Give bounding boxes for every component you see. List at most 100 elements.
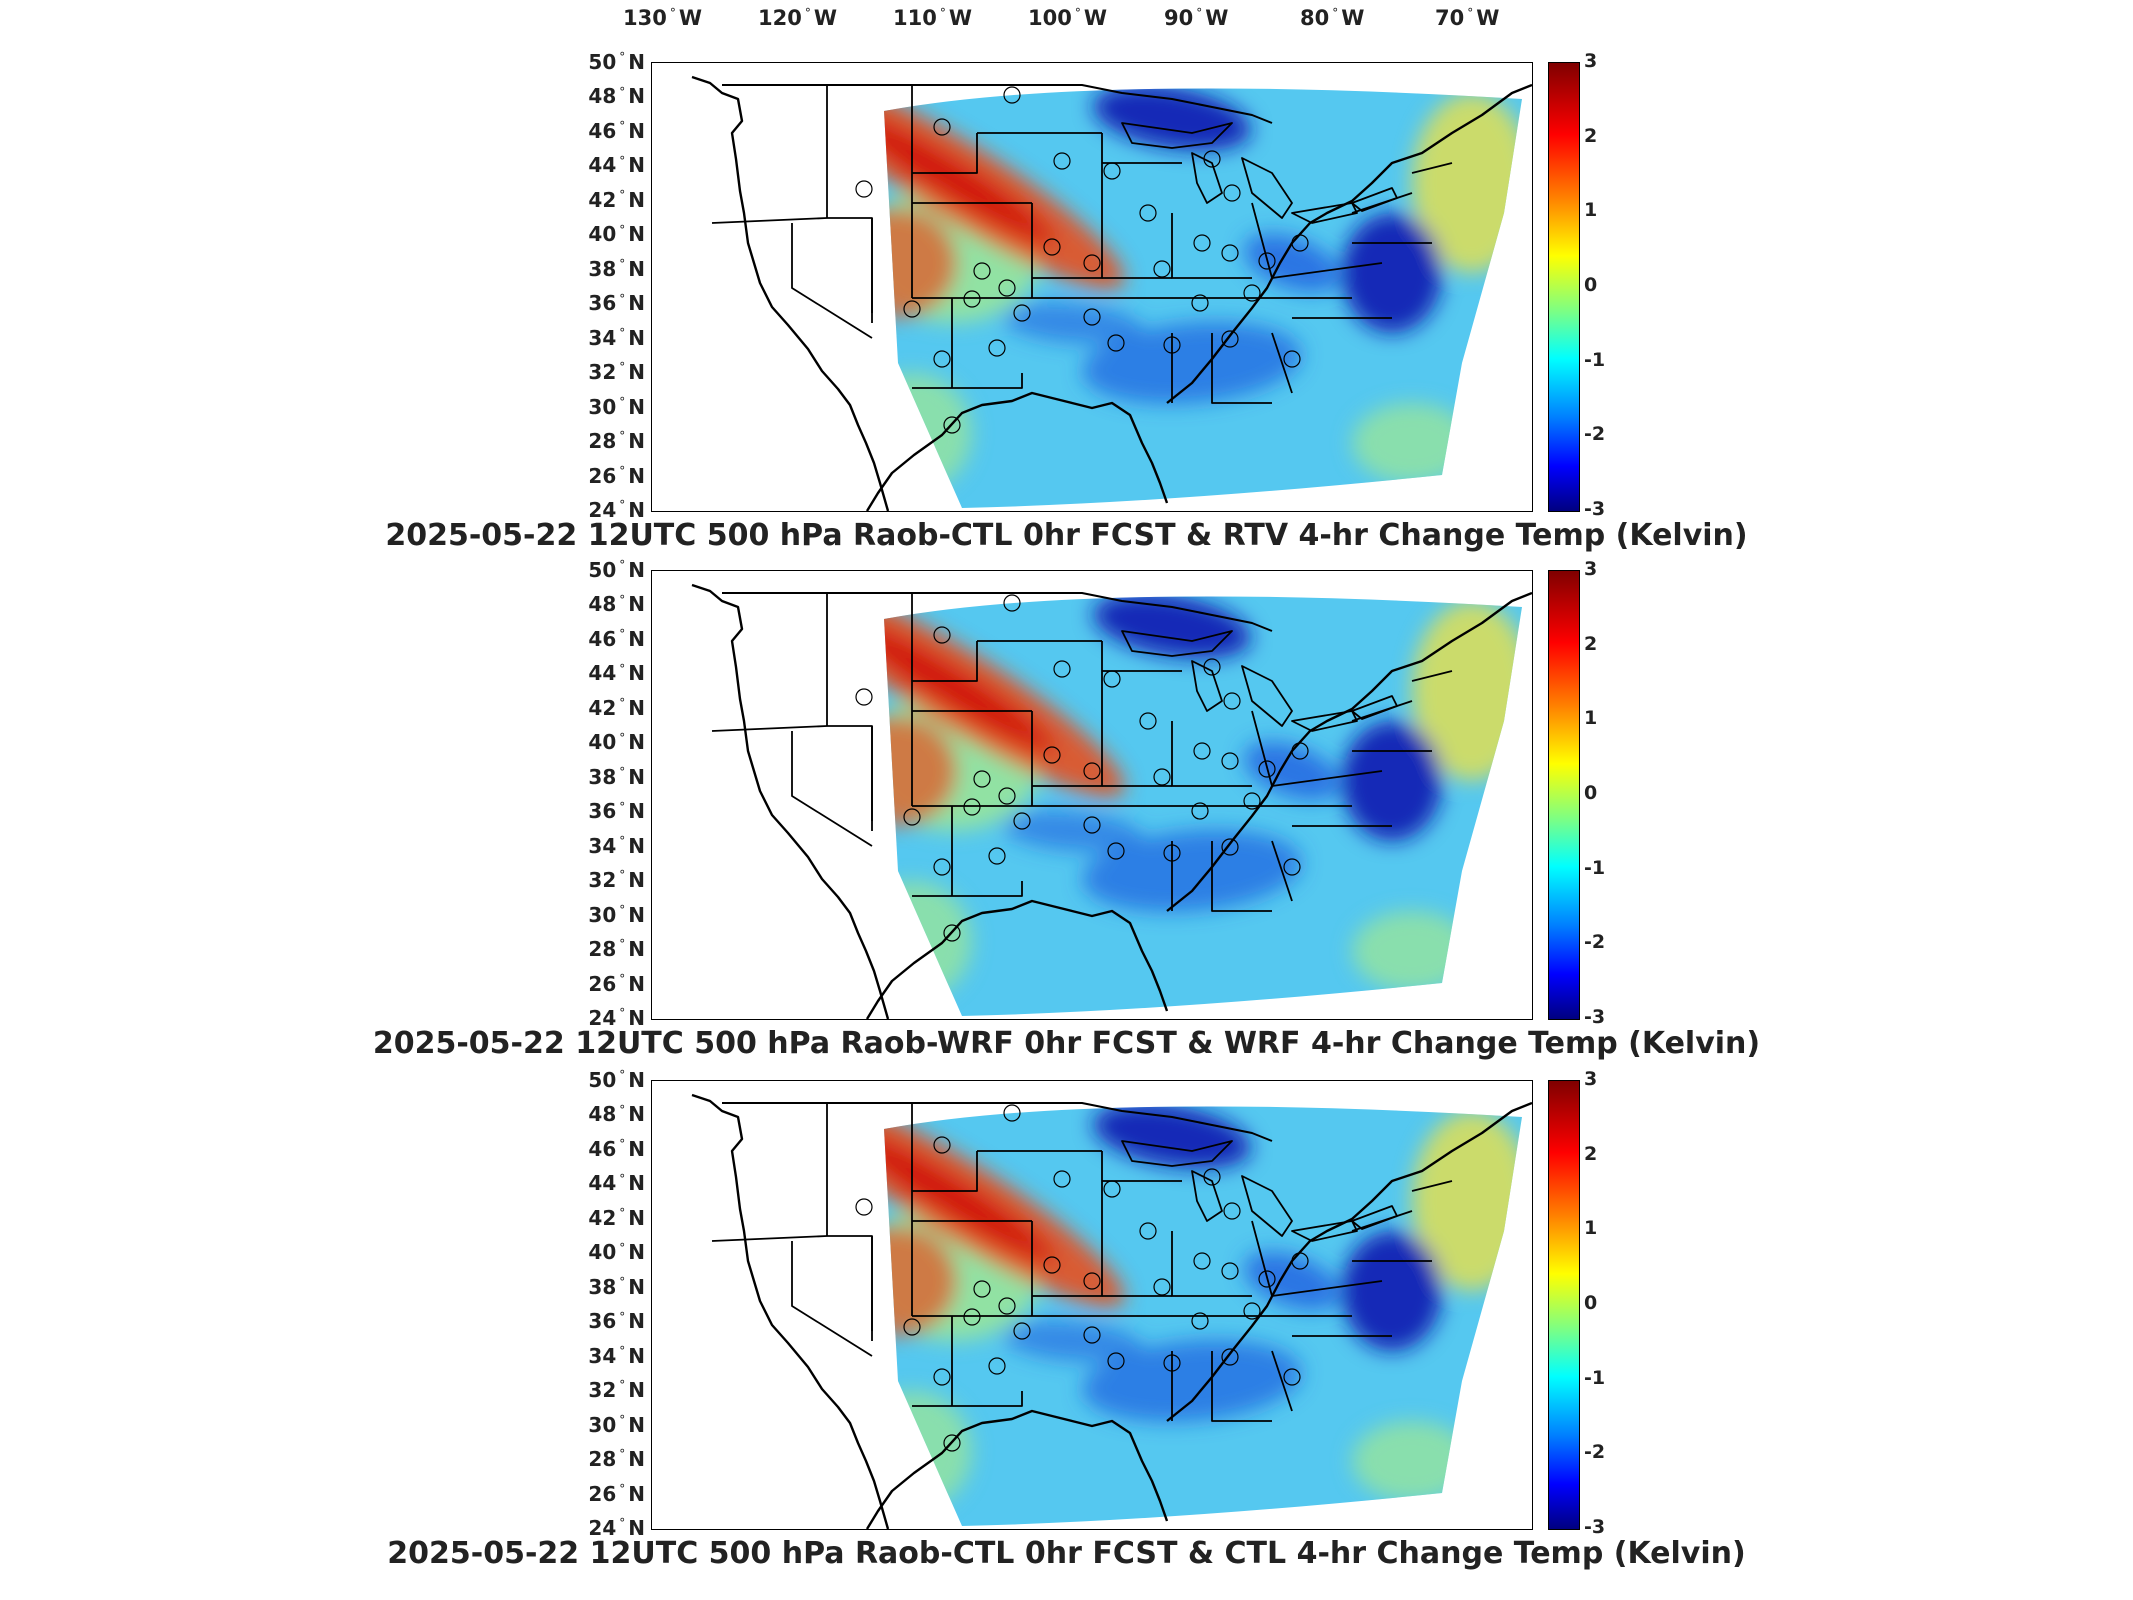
raob-station-marker	[855, 688, 873, 706]
raob-station-marker	[988, 847, 1006, 865]
raob-station-marker	[1203, 150, 1221, 168]
state-boundary	[912, 133, 978, 174]
raob-station-marker	[1013, 304, 1031, 322]
field-blob	[1093, 596, 1251, 659]
canada-border	[722, 592, 1273, 632]
raob-station-marker	[1003, 1104, 1021, 1122]
colorbar-tick-label: -3	[1584, 1006, 1606, 1028]
raob-station-marker	[1003, 86, 1021, 104]
state-boundary	[711, 217, 828, 224]
raob-station-marker	[1083, 254, 1101, 272]
raob-station-marker	[973, 1280, 991, 1298]
latitude-label: 50 ° N	[588, 1068, 645, 1092]
raob-station-marker	[1107, 334, 1125, 352]
raob-station-marker	[1258, 1270, 1276, 1288]
raob-station-marker	[998, 1297, 1016, 1315]
latitude-label: 36 ° N	[588, 1309, 645, 1334]
state-boundary	[791, 1241, 873, 1357]
field-blob	[884, 208, 957, 318]
raob-station-marker	[1153, 260, 1171, 278]
longitude-label: 100 ° W	[1028, 6, 1108, 30]
state-boundary	[912, 641, 978, 682]
latitude-label: 36 ° N	[588, 291, 645, 316]
raob-station-marker	[1013, 1322, 1031, 1340]
colorbar-tick-label: -1	[1584, 1366, 1606, 1389]
colorbar	[1548, 1080, 1580, 1530]
latitude-label: 44 ° N	[588, 153, 645, 178]
field-blob	[884, 113, 1055, 245]
raob-station-marker	[1163, 336, 1181, 354]
state-boundary	[1411, 162, 1453, 174]
raob-station-marker	[1258, 760, 1276, 778]
state-boundary	[1211, 333, 1272, 404]
latitude-label: 38 ° N	[588, 256, 645, 281]
latitude-label: 46 ° N	[588, 118, 645, 143]
great-lakes	[1121, 1140, 1398, 1242]
gulf-coastline	[865, 1409, 1169, 1529]
field-blob	[884, 1226, 957, 1336]
raob-station-marker	[1223, 692, 1241, 710]
latitude-label: 24 ° N	[588, 498, 645, 522]
raob-station-marker	[933, 1368, 951, 1386]
raob-station-marker	[1203, 658, 1221, 676]
state-boundary	[912, 1391, 1023, 1407]
raob-station-marker	[1291, 234, 1309, 252]
colorbar-tick-label: 1	[1584, 707, 1598, 730]
colorbar-tick-label: -2	[1584, 423, 1606, 446]
great-lakes	[1121, 630, 1398, 732]
raob-station-marker	[1153, 768, 1171, 786]
raob-station-marker	[1103, 1180, 1121, 1198]
raob-station-marker	[1283, 350, 1301, 368]
latitude-label: 50 ° N	[588, 50, 645, 74]
latitude-label: 50 ° N	[588, 558, 645, 582]
raob-station-marker	[1193, 234, 1211, 252]
field-blob	[1342, 1231, 1442, 1351]
raob-station-marker	[1103, 670, 1121, 688]
longitude-label: 90 ° W	[1164, 6, 1229, 30]
colorbar-tick-label: -3	[1584, 498, 1606, 520]
state-boundary	[791, 223, 873, 339]
state-boundary	[791, 731, 873, 847]
latitude-label: 28 ° N	[588, 937, 645, 962]
gulf-coastline	[865, 391, 1169, 511]
colorbar-tick-label: 2	[1584, 124, 1598, 147]
raob-station-marker	[1163, 1354, 1181, 1372]
raob-station-marker	[855, 1198, 873, 1216]
latitude-label: 24 ° N	[588, 1006, 645, 1030]
colorbar-tick-label: -3	[1584, 1516, 1606, 1538]
raob-station-marker	[933, 1136, 951, 1154]
field-blob	[1082, 1340, 1302, 1422]
east-coastline	[1166, 1101, 1532, 1422]
field-blob	[1244, 1251, 1340, 1311]
latitude-label: 26 ° N	[588, 1481, 645, 1506]
conus-map	[691, 1093, 1532, 1529]
field-blob	[1002, 810, 1142, 852]
latitude-label: 36 ° N	[588, 799, 645, 824]
latitude-label: 40 ° N	[588, 1240, 645, 1265]
raob-station-marker	[903, 300, 921, 318]
panel-title: 2025-05-22 12UTC 500 hPa Raob-CTL 0hr FC…	[385, 518, 1748, 553]
raob-station-marker	[1003, 594, 1021, 612]
conus-map	[691, 583, 1532, 1019]
field-blob	[1352, 403, 1472, 483]
raob-station-marker	[1221, 1262, 1239, 1280]
latitude-label: 44 ° N	[588, 1171, 645, 1196]
raob-station-marker	[1053, 152, 1071, 170]
latitude-label: 42 ° N	[588, 187, 645, 212]
west-coastline	[691, 583, 890, 1019]
state-boundary	[827, 725, 873, 821]
raob-station-marker	[973, 262, 991, 280]
state-boundary	[1271, 840, 1293, 902]
colorbar-tick-label: -2	[1584, 931, 1606, 954]
state-boundary	[1171, 1231, 1252, 1297]
field-blob	[884, 621, 1055, 753]
raob-station-marker	[1283, 1368, 1301, 1386]
field-blob	[1342, 721, 1442, 841]
state-boundary	[827, 1235, 873, 1331]
latitude-label: 38 ° N	[588, 1274, 645, 1299]
raob-station-marker	[1191, 1312, 1209, 1330]
state-boundary	[1271, 1350, 1293, 1412]
colorbar-tick-label: 3	[1584, 50, 1598, 72]
raob-station-marker	[1291, 742, 1309, 760]
colorbar	[1548, 570, 1580, 1020]
